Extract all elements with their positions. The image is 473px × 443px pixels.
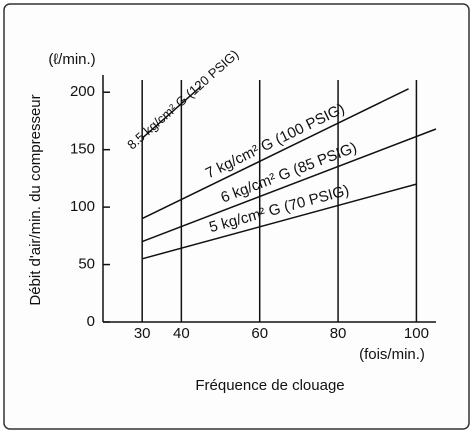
y-tick-label: 50 xyxy=(78,256,95,273)
line xyxy=(141,85,202,139)
line xyxy=(141,88,409,220)
line xyxy=(141,183,417,260)
y-axis-label: Débit d'air/min. du compresseur xyxy=(27,94,44,305)
y-tick-label: 0 xyxy=(87,313,95,330)
line xyxy=(141,128,437,243)
x-tick-label: 40 xyxy=(173,325,190,342)
x-tick-label: 100 xyxy=(404,325,429,342)
y-tick-label: 200 xyxy=(70,83,95,100)
x-tick-label: 60 xyxy=(251,325,268,342)
x-tick-label: 30 xyxy=(134,325,151,342)
y-tick-label: 150 xyxy=(70,141,95,158)
y-unit: (ℓ/min.) xyxy=(48,51,95,68)
x-axis-label: Fréquence de clouage xyxy=(195,377,344,394)
x-unit: (fois/min.) xyxy=(359,346,425,363)
y-tick-label: 100 xyxy=(70,198,95,215)
x-tick-label: 80 xyxy=(330,325,347,342)
